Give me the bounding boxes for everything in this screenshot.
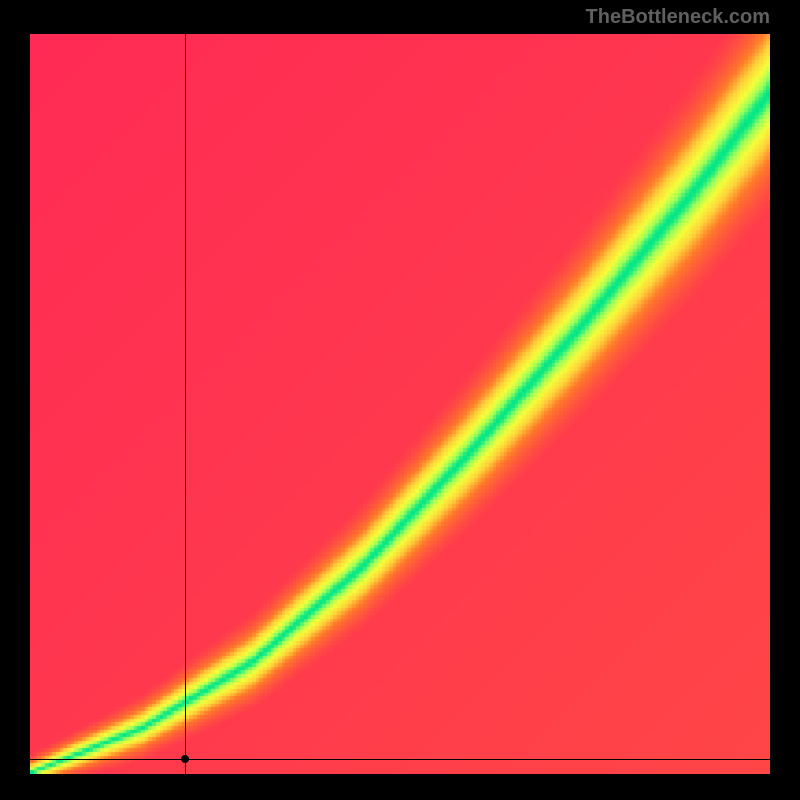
- crosshair-vertical: [185, 34, 186, 774]
- bottleneck-heatmap: [30, 34, 770, 774]
- watermark-text: TheBottleneck.com: [586, 6, 770, 29]
- chart-container: TheBottleneck.com: [0, 0, 800, 800]
- crosshair-horizontal: [30, 759, 770, 760]
